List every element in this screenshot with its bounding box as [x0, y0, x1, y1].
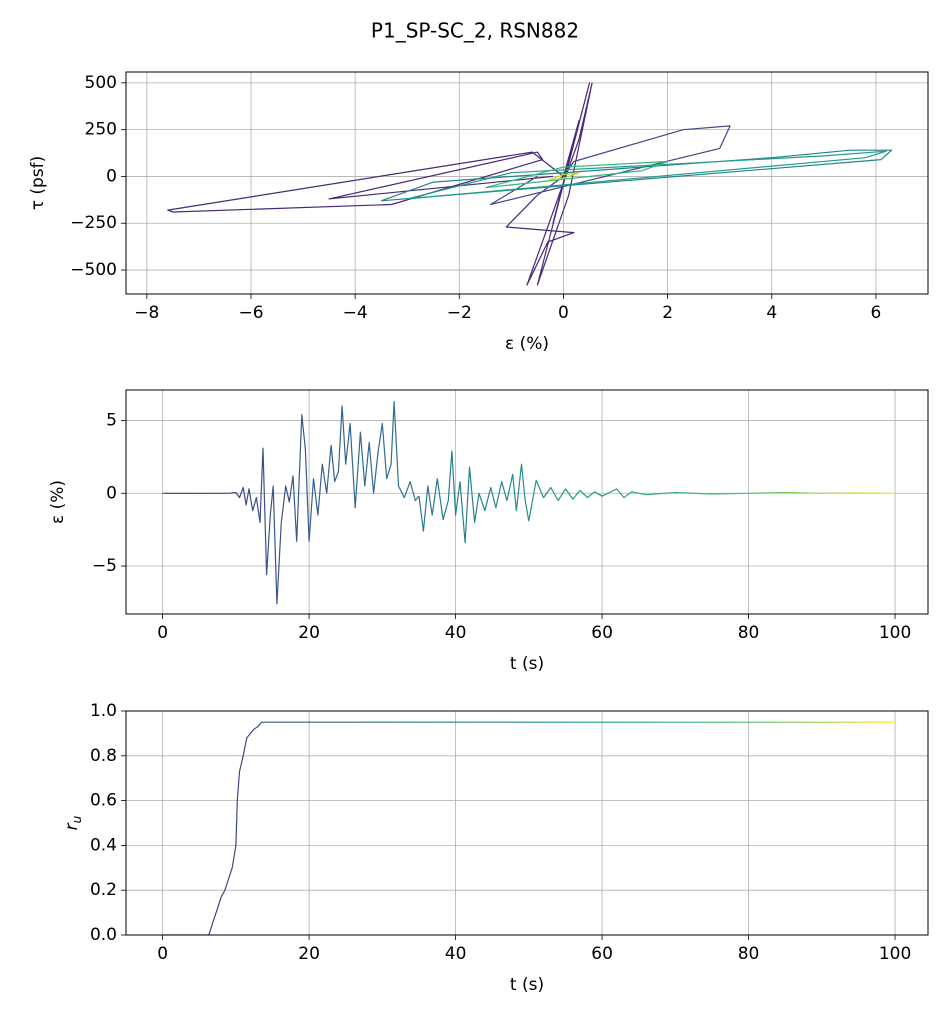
y-axis-label-sub: u	[70, 815, 84, 823]
y-tick-label: 0.2	[90, 880, 117, 900]
y-tick-label: 250	[85, 120, 117, 140]
data-line	[407, 150, 887, 200]
figure-title: P1_SP-SC_2, RSN882	[371, 19, 579, 43]
axes-frame	[125, 71, 929, 295]
x-tick-label: 80	[738, 623, 760, 643]
x-tick-label: 40	[445, 944, 467, 964]
y-tick-label: 500	[85, 73, 117, 93]
data-line	[489, 125, 731, 206]
x-tick-label: 20	[298, 944, 320, 964]
y-tick-label: 0	[106, 166, 117, 186]
subplot: −8 −6 −4 −2 0 2 4 6 −500 −250 0 250 500 ε (%) τ (psf)	[28, 71, 929, 354]
y-tick-label: 0.0	[90, 925, 117, 945]
x-tick-label: 0	[157, 944, 168, 964]
subplot: 0 20 40 60 80 100 0.0 0.2 0.4 0.6 0.8 1.0 t (s) ru	[62, 701, 929, 995]
y-axis-label: ε (%)	[48, 480, 68, 524]
x-tick-label: 4	[766, 303, 777, 323]
data-line	[547, 172, 580, 181]
y-tick-label: 5	[106, 411, 117, 431]
y-tick-label: 1.0	[90, 701, 117, 721]
y-axis-label: τ (psf)	[28, 156, 48, 211]
x-tick-label: 0	[157, 623, 168, 643]
x-tick-label: 80	[738, 944, 760, 964]
y-axis-label: ru	[62, 815, 84, 830]
x-tick-label: −6	[238, 303, 263, 323]
y-tick-label: −500	[70, 260, 117, 280]
x-axis-label: t (s)	[510, 654, 544, 674]
axes-frame	[125, 389, 929, 615]
x-axis-label: ε (%)	[505, 334, 549, 354]
data-line	[485, 160, 669, 189]
y-tick-label: −5	[92, 556, 117, 576]
y-tick-label: 0.6	[90, 791, 117, 811]
x-tick-label: 20	[298, 623, 320, 643]
y-tick-label: 0	[106, 483, 117, 503]
y-tick-label: −250	[70, 213, 117, 233]
x-tick-label: 2	[662, 303, 673, 323]
data-line	[167, 82, 593, 286]
x-tick-label: −4	[343, 303, 368, 323]
subplot: 0 20 40 60 80 100 −5 0 5 t (s) ε (%)	[48, 389, 929, 674]
axes-frame	[125, 710, 929, 936]
x-tick-label: 40	[445, 623, 467, 643]
x-tick-label: −2	[447, 303, 472, 323]
data-line	[162, 401, 896, 605]
x-tick-label: 60	[591, 623, 613, 643]
data-line	[380, 149, 893, 202]
y-tick-label: 0.8	[90, 746, 117, 766]
x-tick-label: 100	[879, 623, 911, 643]
x-tick-label: 100	[879, 944, 911, 964]
x-tick-label: 0	[558, 303, 569, 323]
x-axis-label: t (s)	[510, 975, 544, 995]
x-tick-label: −8	[134, 303, 159, 323]
data-line	[162, 721, 895, 935]
y-tick-label: 0.4	[90, 835, 117, 855]
x-tick-label: 60	[591, 944, 613, 964]
y-axis-label-base: r	[62, 822, 82, 830]
x-tick-label: 6	[871, 303, 882, 323]
